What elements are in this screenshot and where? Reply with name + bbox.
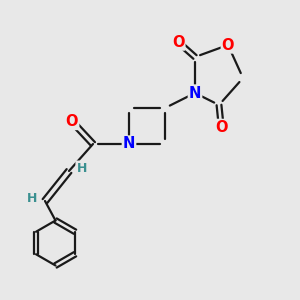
Text: N: N bbox=[123, 136, 135, 152]
Text: H: H bbox=[76, 161, 87, 175]
Text: H: H bbox=[27, 191, 38, 205]
Text: O: O bbox=[172, 34, 184, 50]
Text: O: O bbox=[66, 114, 78, 129]
Text: O: O bbox=[215, 120, 227, 135]
Text: N: N bbox=[189, 85, 201, 100]
Text: O: O bbox=[222, 38, 234, 52]
